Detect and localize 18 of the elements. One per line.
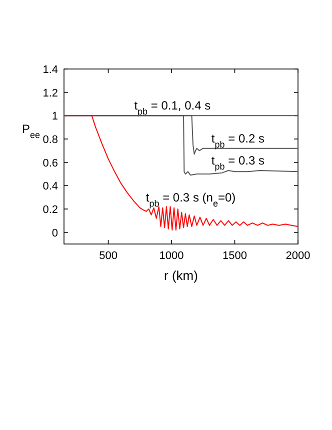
x-tick-label: 1000 [159,250,184,262]
y-tick-label: 1.2 [42,87,58,100]
series-label: t$_{pb}$ = 0.2 s [211,131,264,150]
y-tick-label: 1 [52,110,58,123]
x-axis-title: r (km) [164,268,198,283]
y-tick-label: 0.2 [42,204,58,216]
y-tick-label: 0.8 [42,134,58,146]
y-axis-title: P$_{ee}$ [22,122,40,140]
x-tick-label: 1500 [222,250,247,262]
x-tick-label: 2000 [286,250,310,262]
series-label: t$_{pb}$ = 0.3 s [211,154,264,172]
series-label: t$_{pb}$ = 0.3 s (n$_{e}$=0) [146,190,236,208]
y-tick-label: 0.6 [42,157,58,170]
y-tick-label: 1.4 [42,64,58,76]
series-label: t$_{pb}$ = 0.1, 0.4 s [134,98,211,117]
y-tick-label: 0.4 [42,180,58,193]
y-tick-label: 0 [52,227,58,240]
x-tick-label: 500 [99,250,118,262]
